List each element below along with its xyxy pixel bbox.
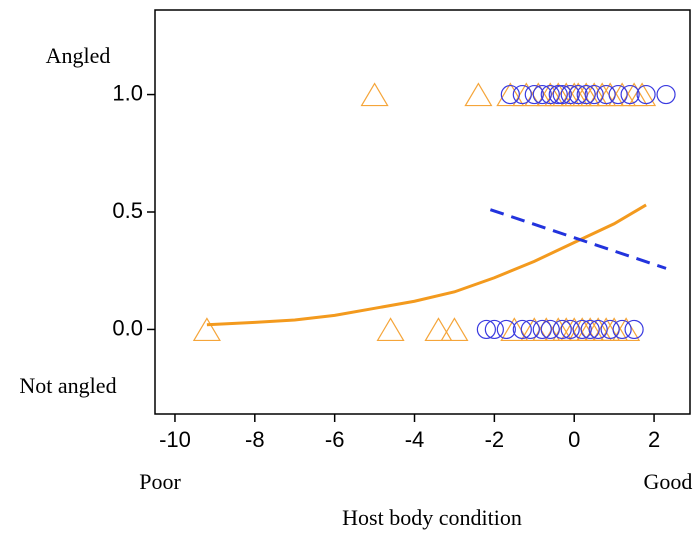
triangle-point: [628, 82, 657, 107]
circle-point: [620, 84, 640, 105]
circle-point: [512, 84, 532, 105]
circle-point: [540, 319, 560, 340]
circle-point: [532, 84, 552, 105]
triangle-point: [192, 317, 221, 342]
x-tick-label: -2: [485, 427, 505, 452]
annotation: Poor: [139, 469, 181, 494]
y-tick-label: 0.0: [112, 315, 143, 340]
circle-point: [476, 319, 496, 340]
circle-point: [624, 319, 644, 340]
x-tick-label: -8: [245, 427, 265, 452]
circle-point: [580, 319, 600, 340]
circle-point: [584, 84, 604, 105]
fit-curve: [206, 203, 647, 327]
circle-point: [552, 319, 572, 340]
circle-point: [540, 84, 560, 105]
x-axis-label: Host body condition: [342, 505, 522, 530]
circle-point: [496, 319, 516, 340]
annotation: Good: [644, 469, 693, 494]
circle-point: [588, 319, 608, 340]
x-tick-label: 0: [568, 427, 580, 452]
circle-point: [484, 319, 504, 340]
circle-point: [552, 84, 572, 105]
triangle-point: [464, 82, 493, 107]
y-tick-label: 1.0: [112, 80, 143, 105]
triangle-point: [376, 317, 405, 342]
circle-point: [520, 319, 540, 340]
circle-point: [524, 84, 544, 105]
circle-point: [568, 84, 588, 105]
circle-point: [532, 319, 552, 340]
circle-point: [500, 84, 520, 105]
x-tick-label: -4: [405, 427, 425, 452]
circle-point: [612, 319, 632, 340]
circle-point: [548, 84, 568, 105]
triangle-point: [496, 82, 525, 107]
x-tick-label: 2: [648, 427, 660, 452]
annotation: Not angled: [19, 373, 116, 398]
x-tick-label: -6: [325, 427, 345, 452]
circle-point: [560, 319, 580, 340]
circle-point: [576, 84, 596, 105]
circle-point: [596, 84, 616, 105]
circle-point: [600, 319, 620, 340]
triangle-point: [440, 317, 469, 342]
circle-point: [572, 319, 592, 340]
triangle-point: [360, 82, 389, 107]
triangle-point: [424, 317, 453, 342]
fit-curve: [489, 208, 667, 270]
plot-frame: [154, 9, 691, 415]
circle-point: [512, 319, 532, 340]
circle-point: [636, 84, 656, 105]
annotation: Angled: [46, 43, 111, 68]
y-tick-label: 0.5: [112, 198, 143, 223]
circle-point: [656, 84, 676, 105]
circle-point: [560, 84, 580, 105]
circle-point: [608, 84, 628, 105]
x-tick-label: -10: [159, 427, 191, 452]
